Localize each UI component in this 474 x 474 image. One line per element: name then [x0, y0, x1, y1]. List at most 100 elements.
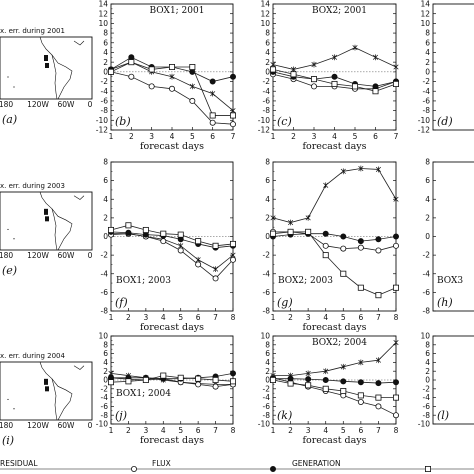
y-tick-label: 2 [425, 213, 430, 222]
data-point-square-open [229, 112, 236, 119]
panel-label: (a) [2, 113, 17, 126]
data-point-square-open [108, 68, 115, 75]
lon-label: 0 [88, 251, 93, 260]
y-tick-label: 0 [265, 232, 270, 241]
coastline [39, 36, 73, 100]
x-tick-label: 3 [149, 132, 154, 141]
data-point-circle-filled [340, 233, 347, 240]
y-tick-label: 0 [425, 67, 430, 76]
box-label: BOX1; 2003 [116, 276, 171, 286]
legend: RESIDUAL FLUX GENERATION [0, 459, 474, 472]
data-point-circle-open [195, 381, 202, 388]
y-tick-label: 2 [265, 367, 270, 376]
data-point-circle-open [189, 97, 196, 104]
data-point-circle-open [375, 403, 382, 410]
data-point-square-open [322, 252, 329, 259]
panel-label: (f) [115, 296, 128, 309]
data-point-circle-filled [357, 238, 364, 245]
data-point-square-open [375, 394, 382, 401]
data-point-square-open [269, 66, 276, 73]
x-tick-label: 6 [373, 132, 378, 141]
data-point-square-open [160, 372, 167, 379]
map-panel-a: x. err. during 2001 180 120W 60W 0 (a) [0, 27, 93, 126]
chart-panel-f: -8 -6 -4 -2 0 2 4 6 8 1 2 3 4 5 6 7 8 forecast days (f) BOX… [101, 158, 236, 333]
y-tick-label: 6 [425, 349, 430, 358]
y-tick-label: -4 [263, 87, 271, 96]
y-tick-label: 8 [265, 158, 270, 167]
lon-label: 180 [0, 100, 13, 109]
panel-label: (l) [437, 409, 449, 422]
data-point-star [352, 44, 358, 51]
data-point-star [375, 166, 381, 173]
y-tick-label: 14 [420, 0, 430, 9]
data-point-circle-filled [392, 233, 399, 240]
y-tick-label: 8 [425, 29, 430, 38]
data-point-circle-open [160, 238, 167, 245]
y-tick-label: -4 [263, 269, 271, 278]
data-point-circle-open [148, 83, 155, 90]
y-tick-label: -4 [423, 87, 431, 96]
data-point-circle-open [310, 83, 317, 90]
data-point-circle-open [392, 412, 399, 419]
y-tick-label: -8 [101, 106, 109, 115]
x-tick-label: 5 [178, 426, 183, 435]
data-point-square-open [375, 292, 382, 299]
data-point-square-open [372, 88, 379, 95]
data-point-star [358, 359, 364, 366]
island-dot [13, 238, 15, 240]
lon-label: 180 [0, 251, 13, 260]
y-tick-label: 14 [98, 0, 108, 9]
box-marker [44, 378, 48, 385]
y-tick-label: 4 [265, 48, 270, 57]
x-tick-label: 6 [358, 426, 363, 435]
x-tick-label: 2 [126, 313, 131, 322]
data-point-square-open [305, 382, 312, 389]
data-point-circle-open [392, 242, 399, 249]
data-point-circle-filled [357, 379, 364, 386]
y-tick-label: -8 [423, 106, 431, 115]
y-tick-label: -2 [263, 251, 271, 260]
y-tick-label: -8 [423, 307, 431, 316]
data-point-circle-filled [229, 370, 236, 377]
series-line-star [111, 233, 234, 270]
legend-marker-circle-filled [269, 465, 276, 472]
y-tick-label: 8 [103, 29, 108, 38]
data-point-circle-filled [331, 73, 338, 80]
data-point-square-open [125, 222, 132, 229]
y-tick-label: 10 [420, 19, 430, 28]
data-point-circle-filled [209, 78, 216, 85]
y-tick-label: -12 [96, 126, 108, 135]
y-tick-label: -2 [423, 251, 431, 260]
data-point-star [372, 54, 379, 61]
y-tick-label: -6 [263, 288, 271, 297]
data-point-star [311, 61, 317, 68]
map-panel-i: x. err. during 2004 180 120W 60W 0 (i) [0, 352, 93, 447]
data-point-circle-open [357, 244, 364, 251]
y-tick-label: -2 [263, 77, 271, 86]
y-tick-label: 6 [103, 38, 108, 47]
x-tick-label: 3 [143, 313, 148, 322]
x-tick-label: 7 [394, 132, 399, 141]
x-tick-label: 4 [323, 313, 328, 322]
coastline-caribbean [73, 40, 85, 46]
y-tick-label: -2 [101, 251, 109, 260]
box-marker [45, 386, 49, 392]
y-tick-label: 0 [103, 376, 108, 385]
y-tick-label: 0 [265, 376, 270, 385]
panel-label: (i) [2, 434, 14, 447]
map-panel-e: x. err. during 2003 180 120W 60W 0 (e) [0, 182, 93, 277]
panel-label: (c) [277, 115, 292, 128]
y-tick-label: 0 [103, 67, 108, 76]
box-label: BOX2; 2004 [312, 338, 367, 348]
y-tick-label: 10 [420, 332, 430, 341]
y-tick-label: -6 [101, 402, 109, 411]
partial-panel-h: 8 6 4 2 0 -2 -4 -6 -8 (h) BOX3 [423, 158, 474, 316]
data-point-star [213, 266, 219, 272]
y-tick-label: 10 [260, 19, 270, 28]
map-title: x. err. during 2001 [0, 27, 65, 35]
data-point-square-open [322, 385, 329, 392]
x-tick-label: 4 [323, 426, 328, 435]
y-tick-label: 4 [103, 358, 108, 367]
